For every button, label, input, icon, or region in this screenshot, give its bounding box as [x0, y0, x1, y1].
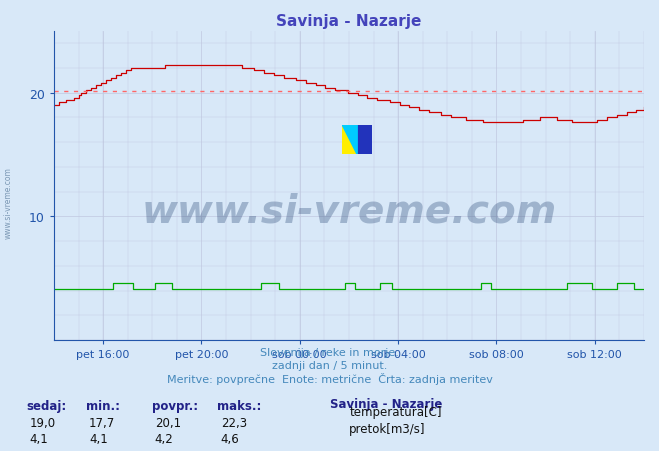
Text: www.si-vreme.com: www.si-vreme.com	[141, 192, 557, 230]
Text: Meritve: povprečne  Enote: metrične  Črta: zadnja meritev: Meritve: povprečne Enote: metrične Črta:…	[167, 373, 492, 385]
Text: maks.:: maks.:	[217, 399, 262, 412]
Text: temperatura[C]: temperatura[C]	[349, 405, 442, 418]
Text: 4,1: 4,1	[30, 432, 48, 445]
Text: 4,1: 4,1	[89, 432, 107, 445]
Text: povpr.:: povpr.:	[152, 399, 198, 412]
Text: sedaj:: sedaj:	[26, 399, 67, 412]
Text: 4,6: 4,6	[221, 432, 239, 445]
Polygon shape	[357, 126, 372, 155]
Text: min.:: min.:	[86, 399, 120, 412]
Text: 4,2: 4,2	[155, 432, 173, 445]
Text: 22,3: 22,3	[221, 416, 247, 429]
Polygon shape	[343, 126, 357, 155]
Text: www.si-vreme.com: www.si-vreme.com	[3, 167, 13, 239]
Text: zadnji dan / 5 minut.: zadnji dan / 5 minut.	[272, 360, 387, 370]
Text: 17,7: 17,7	[89, 416, 115, 429]
Text: 20,1: 20,1	[155, 416, 181, 429]
Text: 19,0: 19,0	[30, 416, 56, 429]
Polygon shape	[343, 126, 357, 155]
Text: pretok[m3/s]: pretok[m3/s]	[349, 423, 426, 435]
Text: Savinja - Nazarje: Savinja - Nazarje	[330, 397, 442, 410]
Title: Savinja - Nazarje: Savinja - Nazarje	[276, 14, 422, 29]
Text: Slovenija / reke in morje.: Slovenija / reke in morje.	[260, 347, 399, 357]
